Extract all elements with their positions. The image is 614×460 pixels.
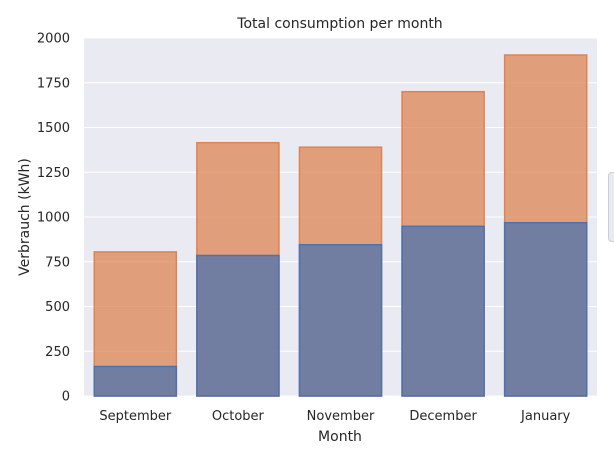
x-tick-label: November [307, 409, 375, 424]
bar-series2-january [503, 221, 588, 397]
x-tick-label: September [99, 409, 172, 424]
y-tick-labels: 0 250 500 750 1000 1250 1500 1750 2000 [37, 32, 70, 405]
y-tick-label: 1000 [37, 211, 70, 226]
bar-series2-september [93, 365, 178, 397]
legend-box [608, 172, 614, 242]
y-tick-label: 1250 [37, 166, 70, 181]
y-axis-label: Verbrauch (kWh) [17, 158, 33, 276]
x-tick-label: January [520, 409, 571, 424]
y-tick-label: 250 [45, 345, 70, 360]
bars-group [93, 54, 588, 397]
y-tick-label: 2000 [37, 32, 70, 47]
y-tick-label: 500 [45, 300, 70, 315]
chart-title: Total consumption per month [236, 16, 442, 32]
x-tick-label: December [409, 409, 477, 424]
y-tick-label: 1500 [37, 121, 70, 136]
y-tick-label: 750 [45, 255, 70, 270]
bar-series2-november [298, 243, 383, 397]
bar-series2-december [401, 225, 485, 397]
x-tick-label: October [212, 409, 265, 424]
x-tick-labels: September October November December January [99, 409, 570, 424]
y-tick-label: 1750 [37, 76, 70, 91]
bar-series2-october [196, 254, 280, 397]
x-axis-label: Month [318, 429, 362, 445]
y-tick-label: 0 [62, 390, 70, 405]
